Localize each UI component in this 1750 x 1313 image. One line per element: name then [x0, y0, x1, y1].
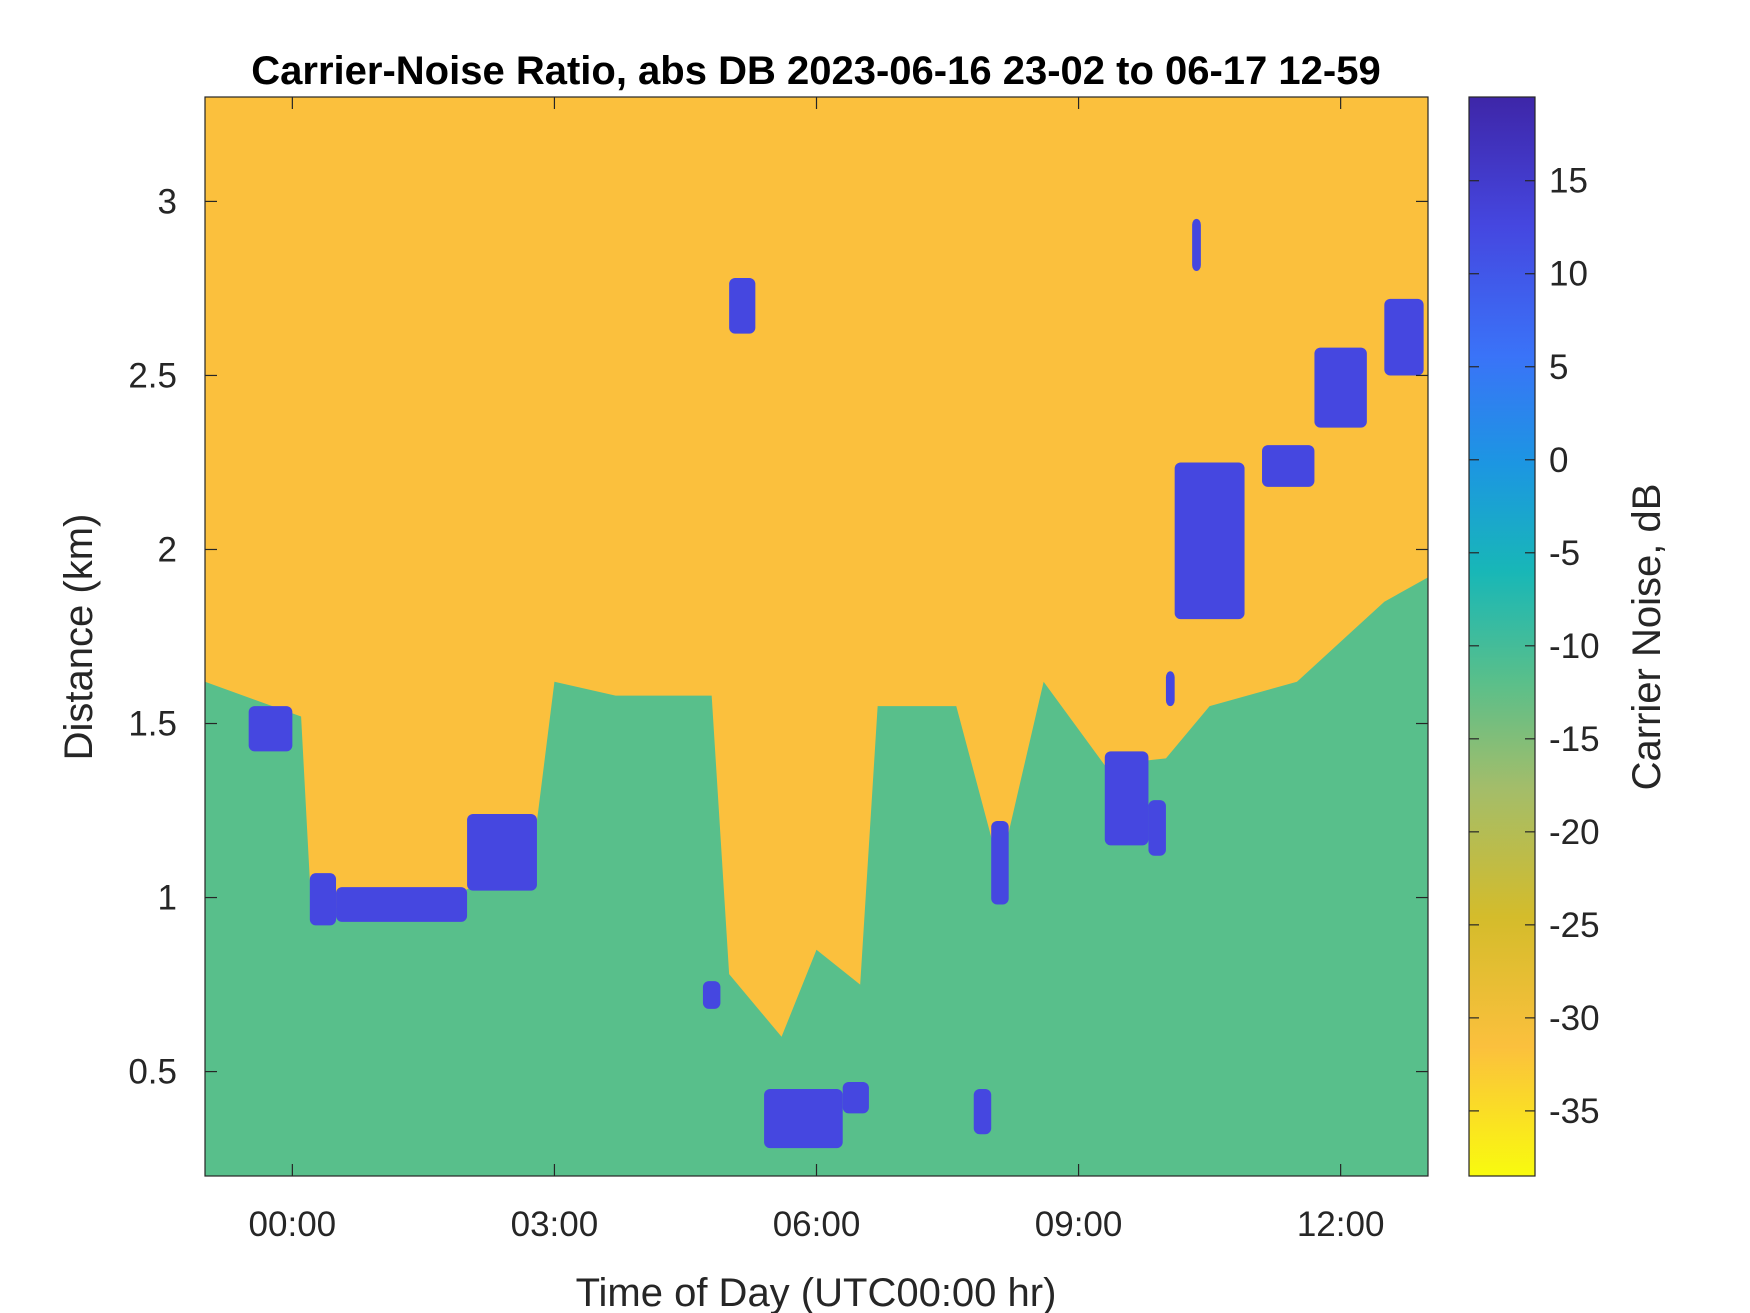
cloud-return-patch — [1165, 671, 1175, 707]
colorbar-tick-label: -15 — [1549, 720, 1600, 759]
colorbar-tick-label: -25 — [1549, 906, 1600, 945]
cloud-return-patch — [702, 981, 721, 1009]
cloud-return-patch — [842, 1082, 869, 1114]
y-tick-label: 2.5 — [128, 356, 177, 395]
heatmap-plot-area — [205, 97, 1428, 1176]
cloud-return-patch — [248, 706, 293, 752]
colorbar-tick-label: 0 — [1549, 441, 1568, 480]
colorbar-label: Carrier Noise, dB — [1625, 484, 1669, 791]
x-axis-ticks: 00:00 03:00 06:00 09:00 12:00 — [249, 97, 1385, 1244]
cloud-return-patch — [1148, 800, 1166, 856]
x-tick-label: 09:00 — [1035, 1205, 1123, 1244]
colorbar-tick-label: 15 — [1549, 162, 1588, 201]
colorbar-tick-label: 10 — [1549, 255, 1588, 294]
cloud-return-patch — [1174, 462, 1245, 620]
x-tick-label: 06:00 — [773, 1205, 861, 1244]
x-axis-label: Time of Day (UTC00:00 hr) — [576, 1271, 1057, 1313]
x-tick-label: 12:00 — [1297, 1205, 1385, 1244]
y-tick-label: 2 — [158, 530, 177, 569]
colorbar-ticks: -35 -30 -25 -20 -15 -10 -5 0 5 10 15 — [1469, 162, 1600, 1131]
cloud-return-patch — [467, 814, 537, 891]
colorbar — [1468, 96, 1536, 1177]
chart-title: Carrier-Noise Ratio, abs DB 2023-06-16 2… — [251, 49, 1380, 93]
y-tick-label: 1.5 — [128, 705, 177, 744]
y-axis-label: Distance (km) — [57, 514, 101, 761]
cloud-return-patch — [1384, 298, 1424, 376]
cloud-return-patch — [973, 1088, 992, 1135]
colorbar-tick-label: -35 — [1549, 1092, 1600, 1131]
cloud-return-patch — [764, 1088, 843, 1149]
y-axis-ticks: 0.5 1 1.5 2 2.5 3 — [128, 182, 1428, 1092]
x-tick-label: 03:00 — [511, 1205, 599, 1244]
colorbar-tick-label: -10 — [1549, 627, 1600, 666]
cloud-return-patch — [309, 873, 337, 926]
y-tick-label: 3 — [158, 182, 177, 221]
cloud-return-patch — [1314, 347, 1367, 428]
colorbar-tick-label: -5 — [1549, 534, 1580, 573]
y-tick-label: 1 — [158, 879, 177, 918]
cloud-return-patch — [336, 887, 468, 922]
cloud-return-patch — [1262, 445, 1315, 487]
colorbar-tick-label: -30 — [1549, 999, 1600, 1038]
colorbar-tick-label: -20 — [1549, 813, 1600, 852]
cloud-return-patch — [729, 277, 756, 334]
cloud-return-patch — [991, 820, 1009, 905]
cloud-return-patch — [1192, 218, 1201, 272]
y-tick-label: 0.5 — [128, 1053, 177, 1092]
boundary-layer-region — [205, 577, 1428, 1176]
colorbar-tick-label: 5 — [1549, 348, 1568, 387]
x-tick-label: 00:00 — [249, 1205, 337, 1244]
cloud-return-patch — [1104, 751, 1149, 846]
